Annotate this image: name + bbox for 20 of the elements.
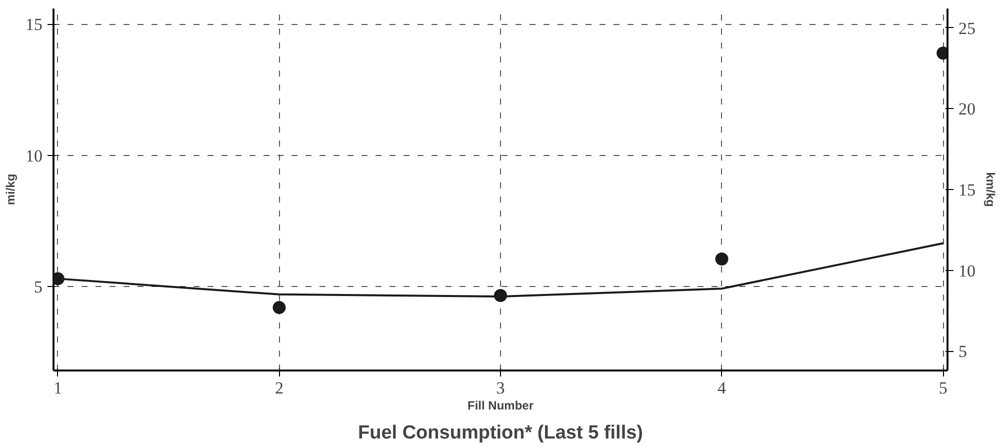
point xyxy=(494,288,507,302)
y2-tick-label: 20 xyxy=(958,100,976,119)
y2-tick-label: 25 xyxy=(958,18,976,38)
y2-tick-label: 5 xyxy=(958,342,967,362)
y-tick-label: 5 xyxy=(34,278,42,297)
point xyxy=(715,252,728,266)
y-axis-title: mi/kg xyxy=(4,174,18,206)
y2-axis-title: km/kg xyxy=(984,172,998,207)
y2-tick-label: 15 xyxy=(958,180,976,200)
y2-tick-label: 10 xyxy=(958,261,976,280)
text: Fuel Consumption* (Last 5 fills) xyxy=(358,422,644,444)
x-tick-label: 4 xyxy=(718,378,727,398)
x-tick-label: 2 xyxy=(274,378,284,398)
x-tick-label: 1 xyxy=(54,378,62,398)
x-tick-label: 5 xyxy=(938,378,948,398)
x-axis-title: Fill Number xyxy=(467,398,534,412)
x-tick-label: 3 xyxy=(496,378,505,398)
point xyxy=(272,301,286,314)
y-tick-label: 15 xyxy=(26,15,42,34)
y-tick-label: 10 xyxy=(26,146,42,166)
